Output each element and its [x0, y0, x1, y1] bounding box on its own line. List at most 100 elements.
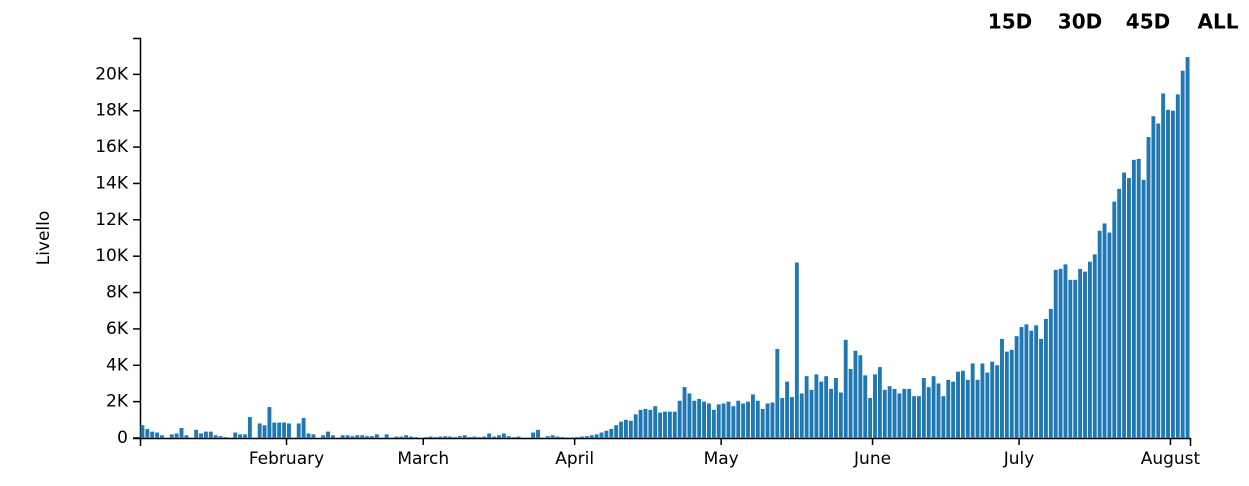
bar — [609, 428, 614, 438]
bar — [1024, 324, 1029, 438]
bar — [824, 376, 829, 438]
bar — [653, 406, 658, 438]
bar — [643, 408, 648, 438]
bar — [565, 437, 570, 438]
bar — [184, 435, 189, 438]
bar — [1166, 109, 1170, 439]
x-tick-label: July — [1003, 449, 1035, 469]
bar — [633, 414, 638, 438]
bar — [667, 411, 672, 438]
bar — [965, 379, 970, 438]
bar — [770, 402, 775, 438]
bar — [257, 423, 262, 438]
bar — [536, 429, 540, 438]
bar — [1092, 254, 1097, 438]
bar — [833, 378, 838, 438]
bar — [243, 434, 247, 438]
range-button[interactable]: ALL — [1198, 10, 1239, 34]
bar — [1122, 172, 1127, 438]
bar — [1170, 110, 1175, 439]
bar — [931, 376, 936, 438]
bar — [1087, 261, 1092, 438]
bar — [174, 433, 179, 438]
bar — [711, 409, 716, 438]
bar — [545, 436, 550, 438]
bar — [330, 435, 335, 438]
bar — [213, 435, 218, 438]
bar — [599, 432, 604, 438]
range-button[interactable]: 45D — [1126, 10, 1170, 34]
bar — [853, 350, 858, 438]
bar — [1151, 116, 1156, 438]
bar — [926, 387, 931, 438]
bar — [404, 435, 409, 438]
bar — [277, 422, 282, 438]
bar — [682, 387, 687, 438]
bar — [707, 403, 711, 438]
bar — [487, 433, 492, 438]
bar — [238, 434, 243, 438]
bar — [941, 396, 946, 438]
bar — [340, 435, 345, 438]
y-tick-label: 0 — [117, 428, 128, 448]
bar — [750, 394, 755, 438]
bar — [365, 436, 370, 438]
bar — [492, 436, 497, 438]
bar — [907, 388, 912, 438]
bar — [413, 437, 418, 438]
bar — [604, 430, 609, 438]
bar — [199, 433, 203, 438]
bar — [780, 398, 785, 438]
bar — [848, 368, 853, 438]
bar — [555, 436, 560, 438]
bar — [863, 375, 868, 438]
bar — [951, 381, 956, 438]
x-tick-label: June — [853, 449, 891, 469]
bar — [892, 388, 897, 438]
y-tick-label: 20K — [95, 64, 129, 84]
bar — [995, 365, 1000, 438]
bar — [301, 418, 306, 438]
bar — [321, 435, 326, 438]
y-tick-label: 4K — [106, 355, 129, 375]
y-axis — [133, 37, 142, 440]
bar — [775, 348, 780, 438]
bar — [697, 398, 702, 438]
bar — [150, 431, 155, 438]
bar — [233, 432, 238, 438]
bar — [1009, 349, 1014, 438]
x-tick-label: May — [704, 449, 739, 469]
bar — [1180, 70, 1185, 439]
bar — [1146, 137, 1151, 438]
y-tick-label: 14K — [95, 173, 129, 193]
bar — [736, 400, 741, 438]
range-button[interactable]: 15D — [988, 10, 1032, 34]
bar — [623, 419, 628, 438]
y-axis-label: Livello — [34, 211, 54, 266]
bar — [355, 435, 360, 438]
bar — [448, 436, 453, 438]
bar — [1019, 327, 1024, 438]
bar — [843, 339, 848, 438]
bar — [247, 417, 252, 438]
bar — [1097, 230, 1102, 438]
bar — [428, 436, 433, 438]
bar — [282, 422, 287, 438]
bar — [272, 422, 277, 438]
bar — [575, 437, 580, 438]
bar — [902, 388, 907, 438]
bar — [1048, 308, 1053, 438]
bar — [511, 437, 516, 438]
bar — [462, 435, 467, 438]
bar — [345, 435, 350, 438]
bar — [1107, 232, 1112, 438]
bar — [814, 374, 819, 438]
bar — [306, 433, 311, 438]
bar — [443, 436, 448, 438]
bar — [809, 389, 814, 438]
y-tick-label: 18K — [95, 101, 129, 121]
range-button[interactable]: 30D — [1058, 10, 1102, 34]
bar — [467, 437, 472, 438]
bar — [497, 435, 501, 438]
